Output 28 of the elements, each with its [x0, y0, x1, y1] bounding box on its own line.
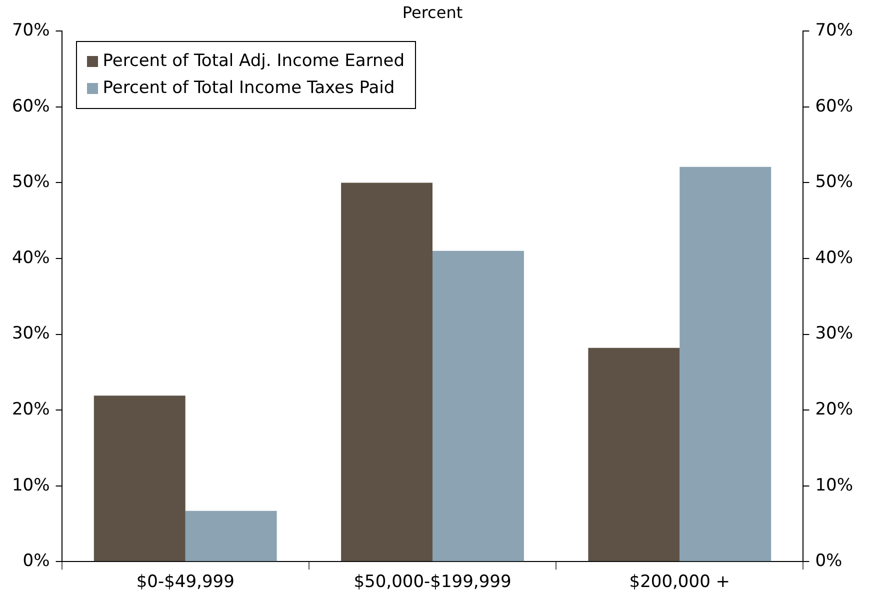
y2-tick-label: 20%	[815, 399, 854, 420]
bar	[680, 166, 772, 562]
bar	[341, 182, 432, 562]
x-tick-label: $0-$49,999	[136, 572, 234, 592]
y2-tick-label: 60%	[815, 96, 854, 116]
y-tick-label: 40%	[12, 248, 50, 268]
y-tick-label: 30%	[12, 324, 50, 344]
y2-tick-label: 30%	[815, 324, 854, 344]
x-tick-label: $50,000-$199,999	[354, 572, 512, 592]
y2-tick-label: 40%	[815, 248, 854, 268]
chart-subtitle: Percent	[402, 2, 463, 22]
x-tick-label: $200,000 +	[629, 572, 730, 592]
y2-tick-label: 10%	[815, 475, 854, 496]
y2-tick-label: 70%	[815, 20, 854, 41]
bar	[94, 396, 186, 562]
bar	[432, 250, 524, 562]
y-tick-label: 10%	[12, 475, 50, 496]
y2-tick-label: 0%	[815, 551, 842, 572]
legend-label: Percent of Total Adj. Income Earned	[102, 50, 405, 74]
bar	[588, 348, 680, 562]
y-tick-label: 20%	[12, 399, 50, 420]
legend-label: Percent of Total Income Taxes Paid	[102, 77, 395, 100]
y-tick-label: 70%	[12, 20, 50, 41]
y2-tick-label: 50%	[815, 172, 854, 192]
y-tick-label: 60%	[12, 96, 50, 116]
y-tick-label: 50%	[12, 172, 50, 192]
y-tick-label: 0%	[22, 551, 50, 572]
bar	[185, 510, 277, 562]
